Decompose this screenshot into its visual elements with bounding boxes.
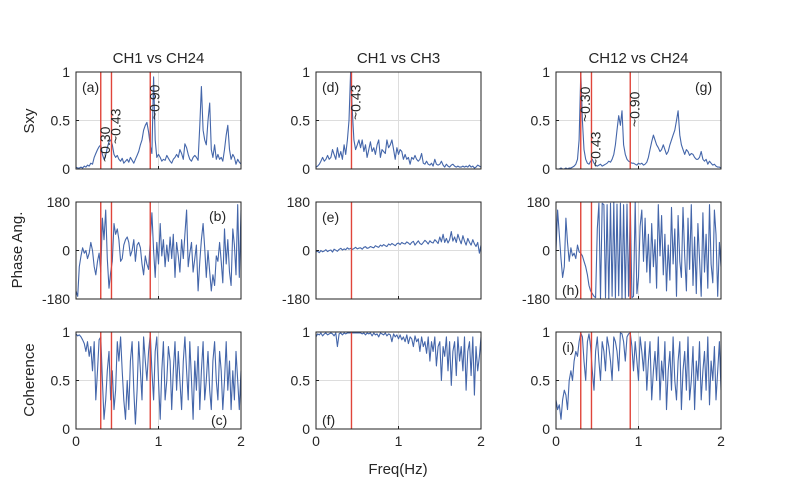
peak-annotation-1: ~0.43 — [108, 108, 124, 144]
y-tick-label: 0 — [542, 421, 550, 437]
peak-annotation-0: ~0.30 — [97, 126, 113, 162]
y-tick-label: 1 — [542, 324, 550, 340]
series-line — [556, 71, 722, 170]
ylabel-sxy: Sxy — [21, 108, 38, 134]
ylabel-phase-angle: Phase Ang. — [9, 212, 26, 289]
x-tick-label: 2 — [717, 433, 725, 449]
x-tick-label: 0 — [72, 433, 80, 449]
panel-label-f: (f) — [322, 412, 335, 428]
y-tick-label: 0 — [62, 161, 70, 177]
x-tick-label: 0 — [552, 433, 560, 449]
series-line — [555, 201, 722, 300]
series-line — [75, 76, 242, 169]
x-tick-label: 1 — [635, 433, 643, 449]
series-line — [555, 332, 722, 420]
subplot-a: 0 0.5 1 CH1 vs CH24 (a) ~0.30~0.43 ~0.90 — [51, 50, 242, 177]
y-tick-label: 1 — [62, 324, 70, 340]
peak-annotation-1: ~0.43 — [588, 131, 604, 167]
y-tick-label: 1 — [62, 64, 70, 80]
series-line — [75, 204, 242, 297]
series-line — [75, 333, 242, 425]
subplot-f: 0 1 2 0 0.5 1 (f) — [291, 324, 486, 449]
y-tick-label: 0 — [302, 161, 310, 177]
x-tick-label: 2 — [477, 433, 485, 449]
y-tick-label: 180 — [287, 194, 311, 210]
y-tick-label: 0.5 — [531, 373, 551, 389]
subplot-b: -180 0 180 (b) — [42, 194, 242, 307]
y-tick-label: 1 — [302, 64, 310, 80]
subplot-g: 0 0.5 1 CH12 vs CH24 (g) ~0.30 ~0.43 ~0.90 — [531, 50, 722, 177]
panel-label-h: (h) — [562, 282, 579, 298]
peak-annotation-0: ~0.30 — [577, 86, 593, 122]
xlabel-freq: Freq(Hz) — [368, 461, 427, 478]
peak-annotation-2: ~0.90 — [626, 91, 642, 127]
y-tick-label: 0.5 — [531, 113, 551, 129]
panel-label-c: (c) — [211, 412, 227, 428]
x-tick-label: 0 — [312, 433, 320, 449]
y-tick-label: 0.5 — [51, 373, 71, 389]
series-line — [315, 231, 482, 254]
panel-label-g: (g) — [695, 79, 712, 95]
panel-label-b: (b) — [209, 208, 226, 224]
y-tick-label: -180 — [282, 291, 310, 307]
y-tick-label: 1 — [542, 64, 550, 80]
peak-annotation-0: ~0.43 — [348, 84, 364, 120]
x-tick-label: 1 — [155, 433, 163, 449]
panel-label-i: (i) — [562, 339, 574, 355]
y-tick-label: 0 — [302, 421, 310, 437]
y-tick-label: 0.5 — [291, 373, 311, 389]
x-tick-label: 1 — [395, 433, 403, 449]
y-tick-label: -180 — [42, 291, 70, 307]
y-tick-label: 180 — [527, 194, 551, 210]
y-tick-label: 0 — [542, 243, 550, 259]
y-tick-label: 1 — [302, 324, 310, 340]
panel-label-e: (e) — [322, 209, 339, 225]
series-line — [315, 71, 482, 169]
y-tick-label: 180 — [47, 194, 71, 210]
panel-label-d: (d) — [322, 79, 339, 95]
subplot-d: 0 0.5 1 CH1 vs CH3 (d) ~0.43 — [291, 50, 482, 177]
y-tick-label: 0 — [302, 243, 310, 259]
y-tick-label: -180 — [522, 291, 550, 307]
panel-label-a: (a) — [82, 79, 99, 95]
peak-annotation-2: ~0.90 — [146, 84, 162, 120]
subplot-i: 0 1 2 0 0.5 1 (i) — [531, 324, 726, 449]
subplot-title: CH1 vs CH3 — [357, 50, 440, 67]
y-tick-label: 0.5 — [51, 113, 71, 129]
subplot-title: CH12 vs CH24 — [588, 50, 688, 67]
y-tick-label: 0.5 — [291, 113, 311, 129]
subplot-c: 0 1 2 0 0.5 1 (c) — [51, 324, 246, 449]
y-tick-label: 0 — [62, 243, 70, 259]
y-tick-label: 0 — [542, 161, 550, 177]
x-tick-label: 2 — [237, 433, 245, 449]
subplot-h: -180 0 180 (h) — [522, 194, 722, 307]
series-line — [315, 332, 482, 396]
ylabel-coherence: Coherence — [21, 343, 38, 416]
y-tick-label: 0 — [62, 421, 70, 437]
subplot-title: CH1 vs CH24 — [113, 50, 205, 67]
subplot-e: -180 0 180 (e) — [282, 194, 482, 307]
